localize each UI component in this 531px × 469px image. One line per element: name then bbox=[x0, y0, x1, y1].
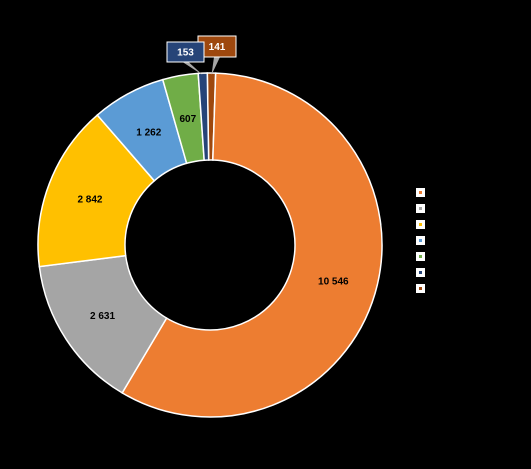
slice-label: 1 262 bbox=[136, 128, 161, 139]
legend-item bbox=[416, 204, 428, 213]
legend-swatch bbox=[416, 188, 425, 197]
donut-slice bbox=[197, 72, 210, 161]
legend-item bbox=[416, 188, 428, 197]
legend-swatch bbox=[416, 268, 425, 277]
callout-pointer bbox=[211, 57, 220, 76]
slice-label: 2 842 bbox=[77, 195, 102, 206]
slice-label: 10 546 bbox=[318, 277, 349, 288]
donut-slice bbox=[37, 114, 156, 268]
legend-swatch bbox=[416, 236, 425, 245]
legend-item bbox=[416, 236, 428, 245]
donut-slice bbox=[121, 72, 383, 418]
callout-label: 141 bbox=[209, 42, 226, 53]
callout-box bbox=[166, 41, 205, 63]
legend-swatch bbox=[416, 252, 425, 261]
callout-pointer bbox=[182, 62, 203, 76]
slice-label: 2 631 bbox=[90, 311, 115, 322]
legend-swatch bbox=[416, 220, 425, 229]
legend-item bbox=[416, 220, 428, 229]
slice-label: 607 bbox=[179, 114, 196, 125]
legend-item bbox=[416, 252, 428, 261]
legend-item bbox=[416, 268, 428, 277]
legend-swatch bbox=[416, 284, 425, 293]
callout-label: 153 bbox=[177, 48, 194, 59]
legend-swatch bbox=[416, 204, 425, 213]
legend-item bbox=[416, 284, 428, 293]
chart-legend bbox=[416, 188, 428, 300]
